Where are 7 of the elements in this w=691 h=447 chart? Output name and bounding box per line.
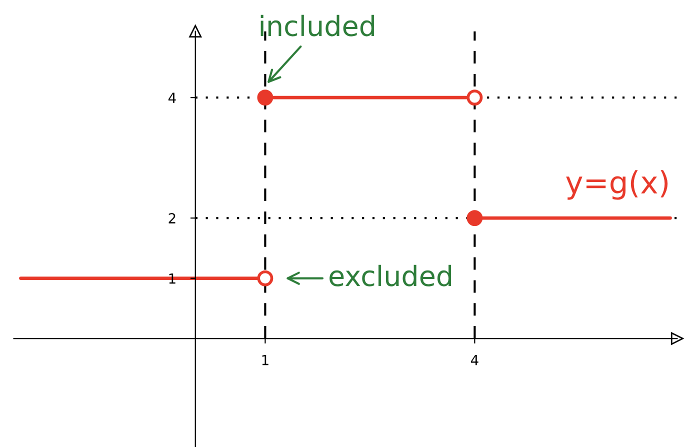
annotation: included [260, 14, 374, 36]
point [466, 210, 483, 226]
y-tick-label: 4 [168, 92, 176, 103]
point [257, 90, 274, 106]
annotation: excluded [330, 264, 452, 286]
y-tick-label: 2 [168, 213, 176, 224]
series-label: y=g(x) [566, 170, 668, 200]
